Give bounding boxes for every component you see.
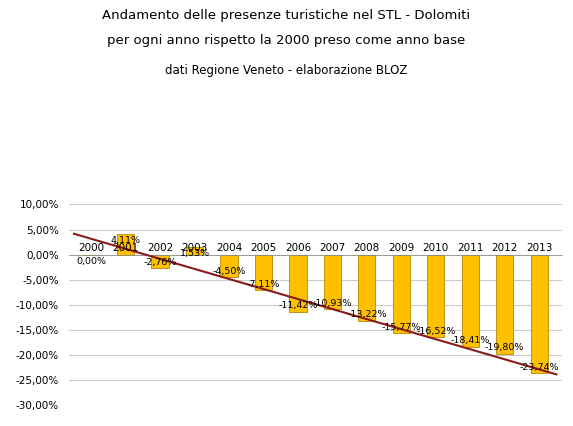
Text: 2000: 2000 [78, 242, 104, 253]
Text: 2006: 2006 [285, 242, 311, 253]
Bar [393, 254, 410, 334]
Bar [324, 254, 341, 309]
Text: 2012: 2012 [492, 242, 518, 253]
Text: 2004: 2004 [216, 242, 242, 253]
Text: -7,11%: -7,11% [247, 279, 280, 289]
Text: -10,93%: -10,93% [313, 299, 352, 308]
Text: 2009: 2009 [388, 242, 414, 253]
Text: -4,50%: -4,50% [213, 267, 246, 276]
Bar [151, 254, 168, 268]
Text: per ogni anno rispetto la 2000 preso come anno base: per ogni anno rispetto la 2000 preso com… [107, 34, 466, 47]
Text: -18,41%: -18,41% [450, 336, 490, 345]
Text: 2013: 2013 [526, 242, 552, 253]
Text: -11,42%: -11,42% [278, 301, 317, 310]
Text: 2003: 2003 [182, 242, 207, 253]
Bar [255, 254, 272, 290]
Text: 2011: 2011 [457, 242, 484, 253]
Text: 2008: 2008 [354, 242, 380, 253]
Text: 0,00%: 0,00% [76, 257, 106, 266]
Bar [427, 254, 445, 337]
Text: 2001: 2001 [112, 242, 139, 253]
Text: dati Regione Veneto - elaborazione BLOZ: dati Regione Veneto - elaborazione BLOZ [166, 64, 407, 77]
Text: 2002: 2002 [147, 242, 173, 253]
Text: -16,52%: -16,52% [416, 327, 456, 336]
Bar [496, 254, 513, 354]
Bar [221, 254, 238, 277]
Bar [117, 234, 134, 254]
Text: -23,74%: -23,74% [519, 363, 559, 372]
Bar [358, 254, 375, 321]
Bar [462, 254, 479, 347]
Text: -2,76%: -2,76% [143, 258, 176, 267]
Text: -15,77%: -15,77% [382, 323, 421, 332]
Text: -19,80%: -19,80% [485, 343, 524, 352]
Text: 2007: 2007 [319, 242, 346, 253]
Text: Andamento delle presenze turistiche nel STL - Dolomiti: Andamento delle presenze turistiche nel … [103, 9, 470, 22]
Bar [531, 254, 548, 373]
Text: 1,53%: 1,53% [179, 249, 210, 259]
Bar [289, 254, 307, 312]
Text: 2010: 2010 [423, 242, 449, 253]
Text: 2005: 2005 [250, 242, 277, 253]
Bar [186, 247, 203, 254]
Text: 4,11%: 4,11% [111, 236, 140, 245]
Text: -13,22%: -13,22% [347, 310, 387, 319]
